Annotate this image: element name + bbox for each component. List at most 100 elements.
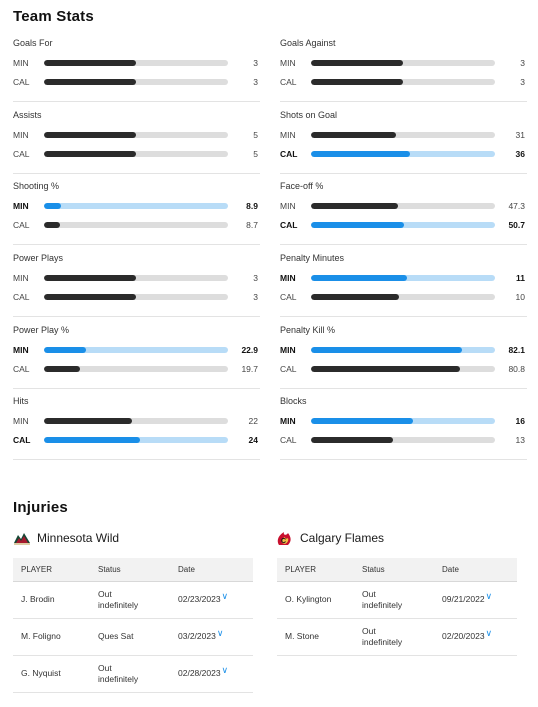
stat-bar-track — [44, 294, 228, 300]
stat-block-assists: Assists MIN 5 CAL 5 — [13, 103, 260, 174]
stat-row-min: MIN 11 — [280, 272, 527, 284]
stat-bar-fill — [311, 79, 403, 85]
chevron-down-icon[interactable]: ∨ — [216, 628, 224, 638]
injury-date: 03/2/2023 — [178, 631, 216, 641]
injury-date: 09/21/2022 — [442, 594, 485, 604]
team-abbr: MIN — [13, 58, 29, 68]
injury-date-cell: 03/2/2023∨ — [178, 618, 253, 656]
stat-row-min: MIN 3 — [13, 57, 260, 69]
status-line: indefinitely — [98, 599, 139, 610]
team-abbr: MIN — [280, 58, 296, 68]
table-row[interactable]: G. Nyquist Out indefinitely 02/28/2023∨ — [13, 655, 253, 693]
team-abbr: MIN — [280, 130, 296, 140]
stat-bar-fill — [311, 418, 413, 424]
stat-bar-track — [44, 347, 228, 353]
team-abbr: CAL — [280, 77, 297, 87]
player-name: M. Stone — [277, 618, 362, 656]
stat-row-min: MIN 22.9 — [13, 344, 260, 356]
stat-bar-fill — [311, 203, 399, 209]
stat-value: 50.7 — [508, 220, 525, 230]
stat-name: Shots on Goal — [280, 110, 338, 120]
team-abbr: CAL — [280, 149, 298, 159]
stat-bar-track — [311, 418, 495, 424]
column-header-date: Date — [442, 558, 517, 582]
stat-value: 22.9 — [241, 345, 258, 355]
chevron-down-icon[interactable]: ∨ — [485, 628, 493, 638]
team-abbr: MIN — [280, 201, 296, 211]
stat-value: 3 — [520, 58, 525, 68]
stat-block-penalty-minutes: Penalty Minutes MIN 11 CAL 10 — [280, 246, 527, 317]
stat-row-min: MIN 47.3 — [280, 200, 527, 212]
stat-value: 31 — [515, 130, 525, 140]
stat-bar-fill — [44, 79, 136, 85]
chevron-down-icon[interactable]: ∨ — [221, 665, 229, 675]
stat-name: Assists — [13, 110, 42, 120]
team-stats-title: Team Stats — [13, 8, 94, 25]
stat-value: 24 — [248, 435, 258, 445]
stat-value: 3 — [253, 77, 258, 87]
stat-row-min: MIN 16 — [280, 415, 527, 427]
status-line: indefinitely — [362, 599, 403, 610]
stat-bar-track — [44, 60, 228, 66]
injuries-table-calgary: PLAYER Status Date O. Kylington Out indef… — [277, 558, 517, 656]
team-abbr: CAL — [13, 149, 30, 159]
stat-name: Penalty Minutes — [280, 253, 345, 263]
stat-block-power-play-pct: Power Play % MIN 22.9 CAL 19.7 — [13, 318, 260, 389]
stat-bar-track — [311, 366, 495, 372]
status-line: indefinitely — [362, 636, 403, 647]
stat-bar-track — [44, 132, 228, 138]
stat-name: Goals For — [13, 38, 53, 48]
injury-date: 02/28/2023 — [178, 668, 221, 678]
status-line: Out — [98, 662, 112, 673]
stat-value: 82.1 — [508, 345, 525, 355]
column-header-status: Status — [362, 558, 442, 582]
table-row[interactable]: O. Kylington Out indefinitely 09/21/2022∨ — [277, 581, 517, 619]
stat-bar-track — [44, 222, 228, 228]
injury-date-cell: 02/23/2023∨ — [178, 581, 253, 619]
stat-bar-track — [44, 275, 228, 281]
stat-bar-fill — [311, 347, 463, 353]
team-name: Minnesota Wild — [37, 531, 120, 545]
table-row[interactable]: M. Foligno Ques Sat 03/2/2023∨ — [13, 618, 253, 656]
table-row[interactable]: M. Stone Out indefinitely 02/20/2023∨ — [277, 618, 517, 656]
status-line: Out — [362, 625, 376, 636]
stat-bar-fill — [44, 275, 136, 281]
stat-name: Hits — [13, 396, 29, 406]
stat-name: Penalty Kill % — [280, 325, 336, 335]
status-line: indefinitely — [98, 673, 139, 684]
stat-bar-fill — [44, 203, 62, 209]
column-header-player: PLAYER — [13, 558, 98, 582]
stat-row-min: MIN 8.9 — [13, 200, 260, 212]
team-abbr: MIN — [280, 416, 296, 426]
stat-value: 80.8 — [508, 364, 525, 374]
stat-name: Shooting % — [13, 181, 60, 191]
stat-bar-fill — [44, 60, 136, 66]
stat-block-faceoff-pct: Face-off % MIN 47.3 CAL 50.7 — [280, 174, 527, 245]
stat-bar-fill — [44, 347, 87, 353]
stat-bar-track — [311, 203, 495, 209]
team-abbr: MIN — [13, 130, 29, 140]
stat-bar-track — [311, 347, 495, 353]
stat-block-goals-against: Goals Against MIN 3 CAL 3 — [280, 31, 527, 102]
table-row[interactable]: J. Brodin Out indefinitely 02/23/2023∨ — [13, 581, 253, 619]
stat-bar-track — [44, 151, 228, 157]
stat-bar-track — [44, 437, 228, 443]
stat-value: 11 — [516, 273, 525, 283]
stat-row-min: MIN 31 — [280, 129, 527, 141]
stat-value: 36 — [515, 149, 525, 159]
stat-block-penalty-kill-pct: Penalty Kill % MIN 82.1 CAL 80.8 — [280, 318, 527, 389]
stat-row-cal: CAL 19.7 — [13, 363, 260, 375]
stat-bar-track — [44, 366, 228, 372]
stat-value: 19.7 — [241, 364, 258, 374]
team-abbr: CAL — [13, 435, 31, 445]
stat-name: Blocks — [280, 396, 307, 406]
stat-bar-track — [44, 203, 228, 209]
column-header-player: PLAYER — [277, 558, 362, 582]
chevron-down-icon[interactable]: ∨ — [485, 591, 493, 601]
stat-bar-track — [311, 60, 495, 66]
stat-block-blocks: Blocks MIN 16 CAL 13 — [280, 389, 527, 460]
injury-date: 02/20/2023 — [442, 631, 485, 641]
stat-bar-track — [311, 275, 495, 281]
chevron-down-icon[interactable]: ∨ — [221, 591, 229, 601]
injury-status: Out indefinitely — [362, 581, 442, 619]
